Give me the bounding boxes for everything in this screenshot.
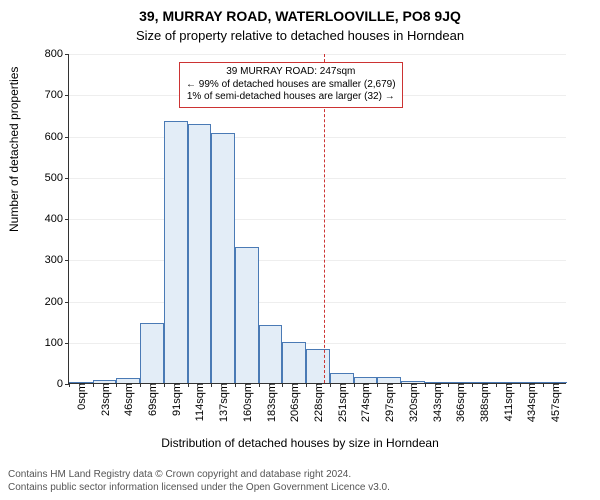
- ytick-label: 0: [57, 378, 69, 390]
- ytick-label: 700: [45, 89, 69, 101]
- xtick-mark: [211, 383, 212, 387]
- xtick-label: 183sqm: [264, 383, 278, 422]
- gridline: [69, 302, 566, 303]
- xtick-mark: [448, 383, 449, 387]
- gridline: [69, 137, 566, 138]
- xtick-mark: [164, 383, 165, 387]
- xtick-label: 343sqm: [430, 383, 444, 422]
- xtick-mark: [306, 383, 307, 387]
- histogram-bar: [140, 323, 164, 383]
- histogram-bar: [330, 373, 354, 383]
- xtick-mark: [188, 383, 189, 387]
- xtick-label: 228sqm: [311, 383, 325, 422]
- xtick-label: 23sqm: [98, 383, 112, 416]
- histogram-bar: [188, 124, 212, 383]
- xtick-label: 251sqm: [335, 383, 349, 422]
- histogram-bar: [306, 349, 330, 383]
- ytick-label: 800: [45, 48, 69, 60]
- xtick-label: 137sqm: [216, 383, 230, 422]
- histogram-chart: 0 100 200 300 400 500 600 700 800 0sqm 23sqm 46sqm 6…: [0, 0, 600, 500]
- xtick-label: 274sqm: [358, 383, 372, 422]
- gridline: [69, 260, 566, 261]
- xtick-mark: [401, 383, 402, 387]
- annotation-line: 39 MURRAY ROAD: 247sqm: [186, 66, 396, 79]
- footer-line: Contains public sector information licen…: [8, 481, 390, 494]
- ytick-label: 600: [45, 131, 69, 143]
- xtick-mark: [472, 383, 473, 387]
- plot-area: 01002003004005006007008000sqm23sqm46sqm6…: [68, 54, 566, 384]
- xtick-label: 91sqm: [169, 383, 183, 416]
- gridline: [69, 178, 566, 179]
- y-axis-label: Number of detached properties: [7, 204, 21, 232]
- histogram-bar: [164, 121, 188, 383]
- gridline: [69, 54, 566, 55]
- xtick-label: 0sqm: [74, 383, 88, 410]
- xtick-mark: [69, 383, 70, 387]
- xtick-label: 366sqm: [453, 383, 467, 422]
- xtick-mark: [354, 383, 355, 387]
- ytick-label: 200: [45, 296, 69, 308]
- footer-line: Contains HM Land Registry data © Crown c…: [8, 468, 390, 481]
- annotation-line: ← 99% of detached houses are smaller (2,…: [186, 79, 396, 92]
- xtick-mark: [425, 383, 426, 387]
- xtick-label: 411sqm: [501, 383, 515, 421]
- xtick-mark: [235, 383, 236, 387]
- xtick-mark: [93, 383, 94, 387]
- xtick-label: 320sqm: [406, 383, 420, 422]
- xtick-mark: [330, 383, 331, 387]
- xtick-mark: [282, 383, 283, 387]
- ytick-label: 100: [45, 337, 69, 349]
- histogram-bar: [235, 247, 259, 383]
- xtick-label: 457sqm: [548, 383, 562, 422]
- xtick-label: 160sqm: [240, 383, 254, 422]
- xtick-label: 114sqm: [192, 383, 206, 421]
- xtick-mark: [520, 383, 521, 387]
- xtick-mark: [140, 383, 141, 387]
- xtick-label: 206sqm: [287, 383, 301, 422]
- xtick-label: 297sqm: [382, 383, 396, 422]
- x-axis-label: Distribution of detached houses by size …: [0, 436, 600, 450]
- xtick-mark: [259, 383, 260, 387]
- annotation-line: 1% of semi-detached houses are larger (3…: [186, 91, 396, 104]
- xtick-mark: [116, 383, 117, 387]
- histogram-bar: [282, 342, 306, 383]
- ytick-label: 500: [45, 172, 69, 184]
- ytick-label: 300: [45, 254, 69, 266]
- histogram-bar: [211, 133, 235, 383]
- xtick-mark: [543, 383, 544, 387]
- xtick-label: 69sqm: [145, 383, 159, 416]
- gridline: [69, 219, 566, 220]
- annotation-box: 39 MURRAY ROAD: 247sqm← 99% of detached …: [179, 62, 403, 108]
- xtick-mark: [377, 383, 378, 387]
- xtick-label: 46sqm: [121, 383, 135, 416]
- xtick-label: 434sqm: [524, 383, 538, 422]
- histogram-bar: [259, 325, 283, 383]
- ytick-label: 400: [45, 213, 69, 225]
- xtick-label: 388sqm: [477, 383, 491, 422]
- footer-attribution: Contains HM Land Registry data © Crown c…: [8, 468, 390, 494]
- xtick-mark: [496, 383, 497, 387]
